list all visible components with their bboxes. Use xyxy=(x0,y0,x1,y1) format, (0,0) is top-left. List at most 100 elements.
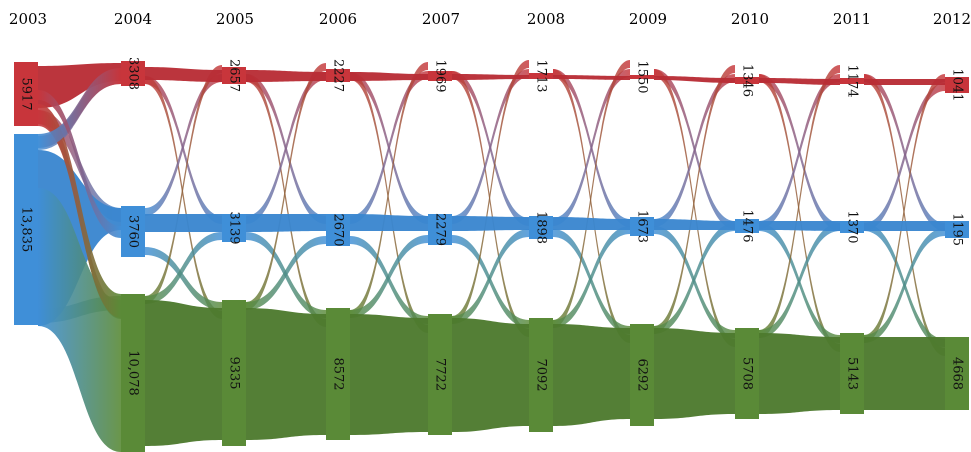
link-2011-blue-to-red xyxy=(864,83,945,231)
link-2004-blue-to-red xyxy=(145,74,222,216)
node-label-2012-blue: 1195 xyxy=(950,213,965,246)
node-label-2008-red: 1713 xyxy=(534,59,549,92)
node-2010-red xyxy=(735,77,759,84)
year-nodes: 5917 3308 2657 2227 1969 1713 1550 1346 1174 1041… xyxy=(14,57,969,452)
link-2003-blue-to-green xyxy=(38,188,121,452)
node-2011-red xyxy=(840,78,864,84)
link-2003-red-to-blue xyxy=(38,90,121,238)
link-2010-green-to-green xyxy=(759,333,840,414)
link-2005-red-to-red xyxy=(246,70,326,82)
year-label-2012: 2012 xyxy=(933,10,971,28)
node-label-2009-red: 1550 xyxy=(635,60,650,93)
flow-links xyxy=(38,60,945,452)
link-2007-blue-to-green xyxy=(452,235,529,328)
node-label-2010-red: 1346 xyxy=(740,64,755,97)
link-2007-red-to-green xyxy=(452,71,529,337)
year-label-2005: 2005 xyxy=(216,10,254,28)
link-2005-red-to-green xyxy=(246,74,326,327)
link-2008-green-to-green xyxy=(553,324,630,426)
link-2009-green-to-green xyxy=(654,328,735,419)
node-2007-blue xyxy=(428,214,452,245)
node-2009-green xyxy=(630,324,654,426)
year-axis: 2003 2004 2005 2006 2007 2008 2009 2010 2011 2012 xyxy=(9,10,971,28)
node-label-2005-blue: 3139 xyxy=(227,211,242,244)
node-label-2010-green: 5708 xyxy=(740,357,755,390)
node-label-2010-blue: 1476 xyxy=(740,209,755,242)
year-label-2010: 2010 xyxy=(731,10,769,28)
link-2006-red-to-green xyxy=(350,72,428,333)
node-2008-blue xyxy=(529,216,553,239)
link-2005-blue-to-blue xyxy=(246,214,326,232)
node-2011-blue xyxy=(840,221,864,233)
link-2004-red-to-green xyxy=(145,76,222,319)
link-2009-green-to-blue xyxy=(654,223,735,334)
node-2003-red xyxy=(14,62,38,126)
link-2010-green-to-red xyxy=(759,65,840,338)
node-2009-red xyxy=(630,75,654,79)
link-2008-blue-to-red xyxy=(553,69,630,226)
link-2004-blue-to-green xyxy=(145,247,222,310)
node-2006-red xyxy=(326,69,350,82)
link-2005-green-to-red xyxy=(246,63,326,310)
node-label-2011-blue: 1370 xyxy=(845,210,860,243)
link-2011-green-to-blue xyxy=(864,228,945,343)
link-2011-red-to-blue xyxy=(864,74,945,231)
node-2008-red xyxy=(529,73,553,79)
node-2012-green xyxy=(945,337,969,410)
link-2007-green-to-blue xyxy=(452,229,529,324)
node-2007-green xyxy=(428,314,452,435)
node-label-2004-red: 3308 xyxy=(126,57,141,90)
node-2006-green xyxy=(326,308,350,440)
link-2011-green-to-green xyxy=(864,337,945,410)
link-2004-red-to-blue xyxy=(145,76,222,224)
node-label-2007-green: 7722 xyxy=(433,358,448,391)
link-2007-red-to-red xyxy=(452,74,529,80)
node-label-2009-green: 6292 xyxy=(635,358,650,391)
link-2011-red-to-green xyxy=(864,74,945,356)
link-2004-green-to-blue xyxy=(145,232,222,304)
node-2011-green xyxy=(840,333,864,414)
node-label-2006-blue: 2670 xyxy=(331,213,346,246)
link-2011-red-to-red xyxy=(864,79,945,85)
link-2010-red-to-green xyxy=(759,74,840,352)
link-2007-green-to-green xyxy=(452,318,529,432)
link-2008-red-to-green xyxy=(553,69,630,343)
node-2009-blue xyxy=(630,217,654,236)
link-2003-blue-to-red xyxy=(38,68,121,148)
node-2005-red xyxy=(222,67,246,84)
node-2005-blue xyxy=(222,214,246,242)
node-label-2011-red: 1174 xyxy=(845,64,860,97)
year-label-2011: 2011 xyxy=(833,10,871,28)
node-label-2007-red: 1969 xyxy=(433,59,448,92)
year-label-2006: 2006 xyxy=(319,10,357,28)
link-2009-red-to-green xyxy=(654,69,735,347)
link-2004-blue-to-blue xyxy=(145,214,222,232)
node-label-2009-blue: 1673 xyxy=(635,210,650,243)
node-2012-red xyxy=(945,77,969,93)
node-2007-red xyxy=(428,71,452,81)
node-label-2004-green: 10,078 xyxy=(126,350,141,396)
node-label-2003-red: 5917 xyxy=(19,77,34,110)
year-label-2008: 2008 xyxy=(527,10,565,28)
node-label-2008-green: 7092 xyxy=(534,358,549,391)
link-2010-red-to-red xyxy=(759,78,840,85)
year-label-2009: 2009 xyxy=(629,10,667,28)
link-2004-green-to-green xyxy=(145,300,222,446)
link-2007-green-to-red xyxy=(452,60,529,324)
node-label-2006-red: 2227 xyxy=(331,59,346,92)
link-2008-blue-to-blue xyxy=(553,217,630,230)
node-2004-blue xyxy=(121,206,145,257)
link-2005-green-to-blue xyxy=(246,236,326,310)
link-2009-red-to-red xyxy=(654,76,735,83)
link-2006-green-to-red xyxy=(350,62,428,318)
node-2003-blue xyxy=(14,134,38,325)
link-2006-blue-to-red xyxy=(350,71,428,224)
link-2010-green-to-blue xyxy=(759,223,840,338)
node-label-2005-green: 9335 xyxy=(227,356,242,389)
node-label-2011-green: 5143 xyxy=(845,357,860,390)
year-label-2003: 2003 xyxy=(9,10,47,28)
link-2006-green-to-green xyxy=(350,314,428,435)
node-label-2004-blue: 3760 xyxy=(126,215,141,248)
link-2004-red-to-red xyxy=(145,67,222,82)
